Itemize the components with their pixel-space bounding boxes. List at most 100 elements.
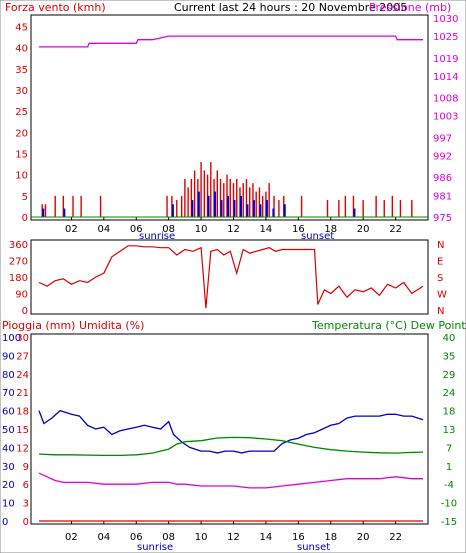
rain-tick-label: 21 bbox=[16, 388, 29, 399]
rain-tick-label: 0 bbox=[23, 517, 29, 528]
dew-line bbox=[38, 472, 424, 489]
chart-title: Current last 24 hours : 20 Novembre 2005 bbox=[174, 1, 407, 14]
compass-tick-label: E bbox=[437, 257, 443, 268]
humidity-tick-label: 50 bbox=[2, 425, 15, 436]
pressure-line bbox=[39, 35, 424, 48]
direction-tick-label: 360 bbox=[9, 240, 28, 251]
rain-tick-label: 30 bbox=[16, 333, 29, 344]
temperature-tick-label: 40 bbox=[443, 333, 456, 344]
temperature-tick-label: 7 bbox=[446, 443, 452, 454]
x-tick-label: 02 bbox=[65, 532, 78, 543]
rain-tick-label: 27 bbox=[16, 351, 29, 362]
temperature-tick-label: -10 bbox=[441, 499, 457, 510]
wind-tick-label: 20 bbox=[15, 128, 28, 139]
x-tick-label: 22 bbox=[389, 532, 402, 543]
wind-tick-label: 45 bbox=[15, 22, 28, 33]
x-tick-label: 22 bbox=[389, 224, 402, 235]
pressure-tick-label: 1014 bbox=[433, 72, 458, 83]
direction-tick-label: 270 bbox=[9, 257, 28, 268]
sunrise-label-bottom: sunrise bbox=[137, 542, 173, 553]
temp-dew-axis-label: Temperatura (°C) Dew Point bbox=[311, 319, 466, 332]
rain-tick-label: 15 bbox=[16, 425, 29, 436]
x-tick-label: 20 bbox=[357, 224, 370, 235]
sunrise-label-top: sunrise bbox=[139, 231, 175, 242]
direction-tick-label: 180 bbox=[9, 273, 28, 284]
humidity-tick-label: 0 bbox=[2, 517, 8, 528]
compass-tick-label: N bbox=[437, 240, 444, 251]
x-tick-label: 12 bbox=[227, 224, 240, 235]
pressure-tick-label: 1019 bbox=[433, 54, 458, 65]
wind-tick-label: 25 bbox=[15, 107, 28, 118]
humidity-line bbox=[38, 409, 424, 454]
x-tick-label: 10 bbox=[195, 224, 208, 235]
wind-tick-label: 0 bbox=[22, 213, 28, 224]
x-tick-label: 16 bbox=[292, 224, 305, 235]
x-tick-label: 04 bbox=[97, 224, 110, 235]
wind-tick-label: 40 bbox=[15, 44, 28, 55]
rain-tick-label: 18 bbox=[16, 407, 29, 418]
direction-tick-label: 0 bbox=[22, 306, 28, 317]
rain-tick-label: 9 bbox=[23, 462, 29, 473]
wind-tick-label: 15 bbox=[15, 149, 28, 160]
wind-tick-label: 30 bbox=[15, 86, 28, 97]
wind-tick-label: 35 bbox=[15, 65, 28, 76]
sunset-label-bottom: sunset bbox=[297, 542, 330, 553]
humidity-tick-label: 10 bbox=[2, 499, 15, 510]
wind-tick-label: 5 bbox=[22, 192, 28, 203]
pressure-tick-label: 997 bbox=[433, 133, 452, 144]
humidity-tick-label: 90 bbox=[2, 351, 15, 362]
wind-direction-line bbox=[38, 245, 424, 309]
temperature-tick-label: 35 bbox=[443, 351, 456, 362]
compass-tick-label: N bbox=[437, 306, 444, 317]
panel-direction bbox=[30, 239, 429, 315]
temp-line bbox=[38, 436, 424, 457]
humidity-tick-label: 40 bbox=[2, 443, 15, 454]
panel-wind-pressure bbox=[30, 14, 429, 221]
temperature-tick-label: 1 bbox=[446, 462, 452, 473]
wind-tick-label: 10 bbox=[15, 171, 28, 182]
x-tick-label: 14 bbox=[260, 532, 273, 543]
humidity-tick-label: 70 bbox=[2, 388, 15, 399]
rain-humidity-axis-label: Pioggia (mm) Umidita (%) bbox=[2, 319, 144, 332]
x-tick-label: 08 bbox=[162, 532, 175, 543]
pressure-tick-label: 986 bbox=[433, 173, 452, 184]
humidity-tick-label: 100 bbox=[2, 333, 21, 344]
panel-rain-temp bbox=[30, 333, 429, 525]
sunset-label-top: sunset bbox=[301, 231, 334, 242]
temperature-tick-label: 13 bbox=[443, 425, 456, 436]
temperature-tick-label: 24 bbox=[443, 388, 456, 399]
x-tick-label: 12 bbox=[227, 532, 240, 543]
x-tick-label: 06 bbox=[130, 224, 143, 235]
x-tick-label: 14 bbox=[260, 224, 273, 235]
pressure-tick-label: 1003 bbox=[433, 112, 458, 123]
x-tick-label: 16 bbox=[292, 532, 305, 543]
x-tick-label: 10 bbox=[195, 532, 208, 543]
pressure-tick-label: 975 bbox=[433, 213, 452, 224]
rain-tick-label: 24 bbox=[16, 370, 29, 381]
rain-tick-label: 6 bbox=[23, 480, 29, 491]
rain-tick-label: 12 bbox=[16, 443, 29, 454]
humidity-tick-label: 20 bbox=[2, 480, 15, 491]
x-tick-label: 04 bbox=[97, 532, 110, 543]
temperature-tick-label: 29 bbox=[443, 370, 456, 381]
x-tick-label: 18 bbox=[324, 224, 337, 235]
compass-tick-label: W bbox=[437, 290, 447, 301]
humidity-tick-label: 80 bbox=[2, 370, 15, 381]
rain-tick-label: 3 bbox=[23, 499, 29, 510]
humidity-tick-label: 30 bbox=[2, 462, 15, 473]
temperature-tick-label: -15 bbox=[441, 517, 457, 528]
pressure-tick-label: 981 bbox=[433, 191, 452, 202]
temperature-tick-label: 18 bbox=[443, 407, 456, 418]
x-tick-label: 02 bbox=[65, 224, 78, 235]
x-tick-label: 06 bbox=[130, 532, 143, 543]
pressure-tick-label: 1030 bbox=[433, 14, 458, 25]
x-tick-label: 20 bbox=[357, 532, 370, 543]
x-tick-label: 08 bbox=[162, 224, 175, 235]
pressure-axis-label: Pressione (mb) bbox=[369, 1, 451, 14]
direction-tick-label: 90 bbox=[15, 290, 28, 301]
compass-tick-label: S bbox=[437, 273, 443, 284]
x-ticks-bottom: 02 04 06 08 10 12 14 16 18 20 22 bbox=[65, 521, 402, 543]
x-tick-label: 18 bbox=[324, 532, 337, 543]
temperature-tick-label: -4 bbox=[444, 480, 454, 491]
